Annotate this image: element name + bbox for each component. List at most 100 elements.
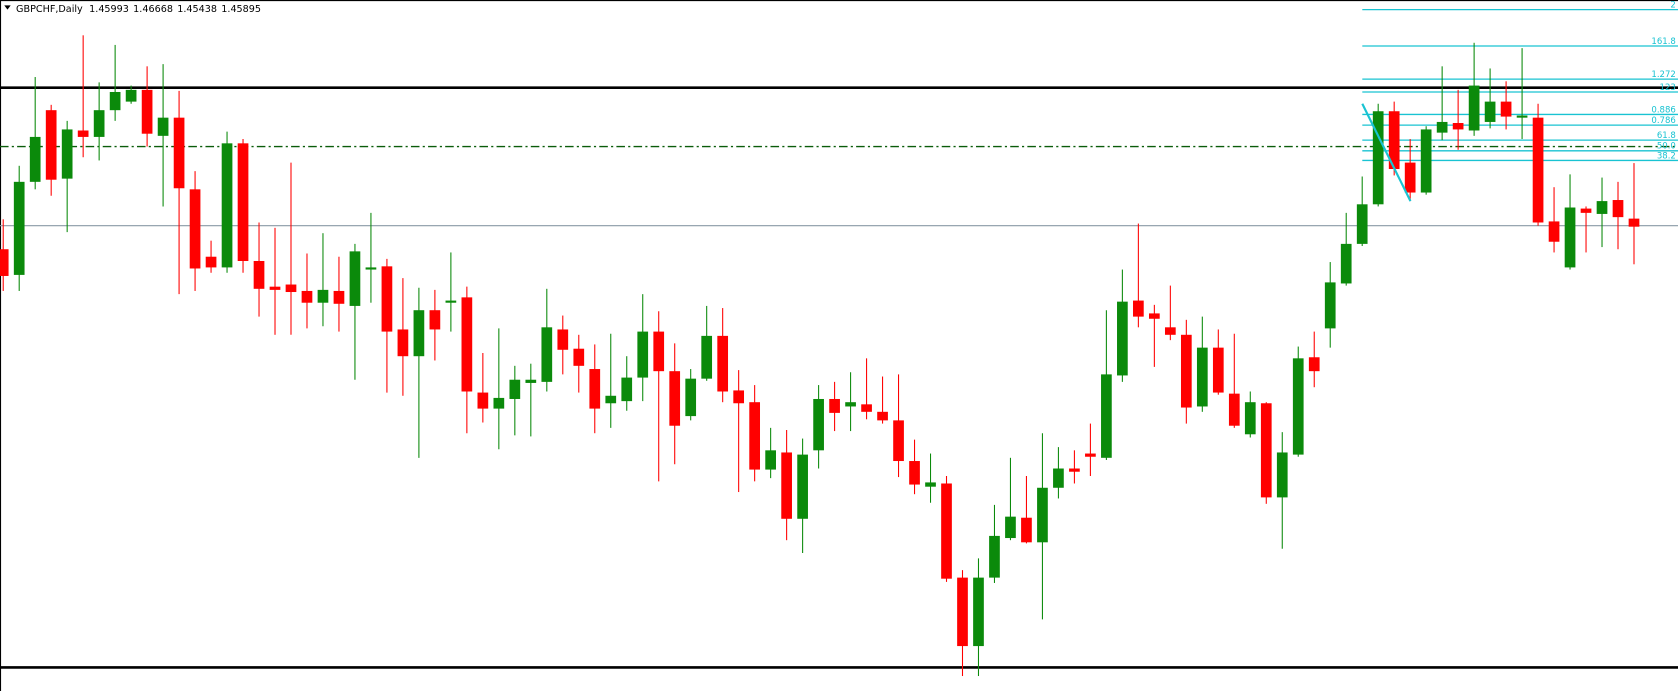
candle-body: [1420, 129, 1432, 193]
candle-body: [797, 454, 808, 519]
candle-body: [221, 143, 233, 268]
candle-body: [989, 535, 1000, 578]
last-open: 1.45993: [89, 4, 129, 15]
candle-body: [269, 286, 281, 290]
candle-body: [1196, 347, 1208, 407]
candle-body: [1244, 402, 1256, 435]
candle-body: [1053, 468, 1064, 488]
candle-body: [669, 371, 681, 426]
fib-label: 0.786: [1651, 116, 1675, 126]
candle-body: [1404, 162, 1416, 193]
candle-body: [109, 91, 121, 111]
candle-body: [845, 402, 856, 407]
candle-body: [157, 117, 169, 136]
candle-body: [973, 577, 984, 647]
candle-body: [1324, 282, 1336, 329]
candle-body: [701, 335, 713, 379]
candle-body: [237, 143, 249, 261]
candle-body: [381, 266, 393, 332]
candle-body: [893, 420, 904, 462]
candle-body: [1292, 358, 1304, 455]
fib-label: 123: [1660, 83, 1676, 93]
candle-body: [93, 110, 105, 137]
candle-body: [45, 110, 57, 180]
menu-triangle[interactable]: [4, 5, 11, 10]
candle-body: [477, 392, 489, 409]
candle-body: [685, 378, 697, 417]
candle-body: [141, 89, 153, 134]
candle-body: [525, 379, 537, 383]
last-close: 1.45895: [221, 4, 261, 15]
candle-body: [749, 402, 761, 470]
candle-body: [829, 398, 840, 413]
candle-body: [1228, 393, 1240, 426]
candle-body: [1101, 374, 1112, 458]
candle-body: [173, 117, 185, 189]
fib-trend-line: [1361, 103, 1412, 202]
candle-body: [1356, 204, 1368, 244]
candle-body: [1133, 300, 1144, 317]
candle-body: [1069, 468, 1080, 472]
fib-label: 61.8: [1657, 131, 1676, 141]
candle-body: [365, 267, 377, 270]
candle-body: [445, 300, 457, 303]
candle-body: [1149, 313, 1160, 319]
candle-body: [1500, 101, 1512, 117]
candle-body: [605, 395, 617, 404]
candle-body: [1164, 327, 1176, 335]
candle-body: [1596, 201, 1608, 214]
candle-body: [1212, 347, 1224, 393]
candle-body: [877, 411, 888, 421]
candle-body: [861, 404, 872, 412]
candle-body: [1436, 121, 1448, 133]
candle-body: [205, 256, 217, 268]
candle-body: [813, 398, 824, 451]
candle-body: [301, 290, 313, 303]
candle-body: [1117, 301, 1128, 376]
candle-body: [429, 310, 441, 330]
candle-body: [1372, 111, 1384, 205]
candle-body: [493, 397, 505, 409]
candle-body: [461, 297, 473, 392]
candle-body: [1452, 123, 1464, 130]
candle-body: [333, 290, 345, 304]
candle-body: [1580, 208, 1592, 213]
candle-body: [1388, 111, 1400, 170]
candle-body: [541, 327, 553, 382]
fib-label: 1.272: [1651, 70, 1675, 80]
candle-body: [717, 335, 729, 392]
candle-body: [125, 89, 137, 102]
candle-body: [941, 483, 952, 579]
candle-body: [509, 379, 521, 399]
candle-body: [653, 331, 665, 372]
candle-body: [925, 482, 936, 487]
candle-body: [637, 331, 649, 378]
candle-body: [1548, 221, 1560, 242]
candle-body: [413, 310, 425, 357]
candle-body: [573, 348, 585, 366]
candle-body: [765, 450, 776, 470]
fib-label: 0.886: [1651, 105, 1675, 115]
fib-label: 161.8: [1651, 37, 1675, 47]
candle-body: [1037, 487, 1048, 543]
fib-label: 38.2: [1657, 151, 1676, 161]
candle-body: [285, 284, 297, 293]
candle-body: [557, 329, 569, 350]
candle-body: [909, 461, 920, 485]
candle-body: [1085, 453, 1096, 457]
candle-body: [1021, 517, 1032, 543]
candle-body: [957, 577, 968, 647]
candle-body: [1005, 516, 1016, 539]
chart-header: GBPCHF,Daily 1.45993 1.46668 1.45438 1.45895: [16, 4, 261, 15]
candle-body: [253, 260, 265, 289]
candle-body: [349, 251, 361, 306]
candle-body: [621, 377, 633, 402]
candle-body: [1340, 243, 1352, 284]
candle-body: [1260, 403, 1272, 498]
candle-body: [189, 189, 201, 269]
candle-body: [29, 136, 41, 182]
